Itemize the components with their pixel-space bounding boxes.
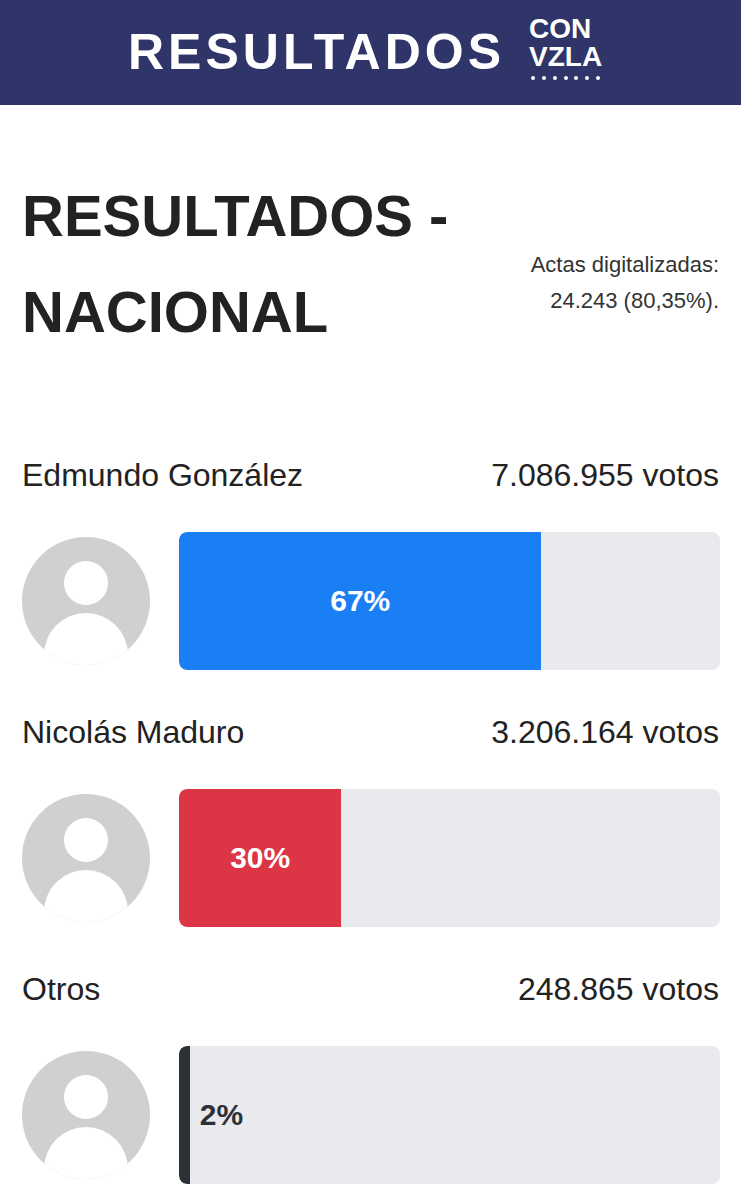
logo-star bbox=[564, 76, 568, 80]
avatar bbox=[22, 794, 150, 922]
avatar bbox=[22, 1051, 150, 1179]
avatar-body bbox=[44, 613, 128, 665]
data-label: 67% bbox=[330, 532, 390, 670]
logo-star bbox=[596, 76, 600, 80]
data-label: 2% bbox=[200, 1046, 243, 1184]
data-label: 30% bbox=[230, 789, 290, 927]
chart-title: RESULTADOS - NACIONAL bbox=[22, 168, 472, 360]
avatar-head bbox=[64, 561, 108, 605]
logo-star bbox=[553, 76, 557, 80]
logo-star bbox=[531, 76, 535, 80]
logo-text: VZLA bbox=[529, 42, 602, 72]
page: RESULTADOS CONVZLA RESULTADOS - NACIONAL Ac… bbox=[0, 0, 741, 1200]
header-banner: RESULTADOS CONVZLA bbox=[0, 0, 741, 105]
bar-track bbox=[179, 1046, 720, 1184]
vote-count: 3.206.164 votos bbox=[491, 712, 719, 752]
logo-star bbox=[574, 76, 578, 80]
avatar bbox=[22, 537, 150, 665]
logo-text: CON bbox=[529, 14, 591, 44]
avatar-head bbox=[64, 818, 108, 862]
header-title: RESULTADOS bbox=[128, 22, 505, 82]
avatar-head bbox=[64, 1075, 108, 1119]
logo-star bbox=[542, 76, 546, 80]
candidate-name: Otros bbox=[22, 969, 100, 1009]
avatar-body bbox=[44, 1127, 128, 1179]
candidate-name: Edmundo González bbox=[22, 455, 303, 495]
logo-star bbox=[585, 76, 589, 80]
avatar-body bbox=[44, 870, 128, 922]
bar bbox=[179, 1046, 190, 1184]
logo: CONVZLA bbox=[529, 14, 629, 94]
vote-count: 7.086.955 votos bbox=[491, 455, 719, 495]
vote-count: 248.865 votos bbox=[518, 969, 719, 1009]
candidate-name: Nicolás Maduro bbox=[22, 712, 244, 752]
annotation: Actas digitalizadas: bbox=[531, 250, 719, 280]
bar-track bbox=[179, 532, 720, 670]
annotation: 24.243 (80,35%). bbox=[550, 286, 719, 316]
